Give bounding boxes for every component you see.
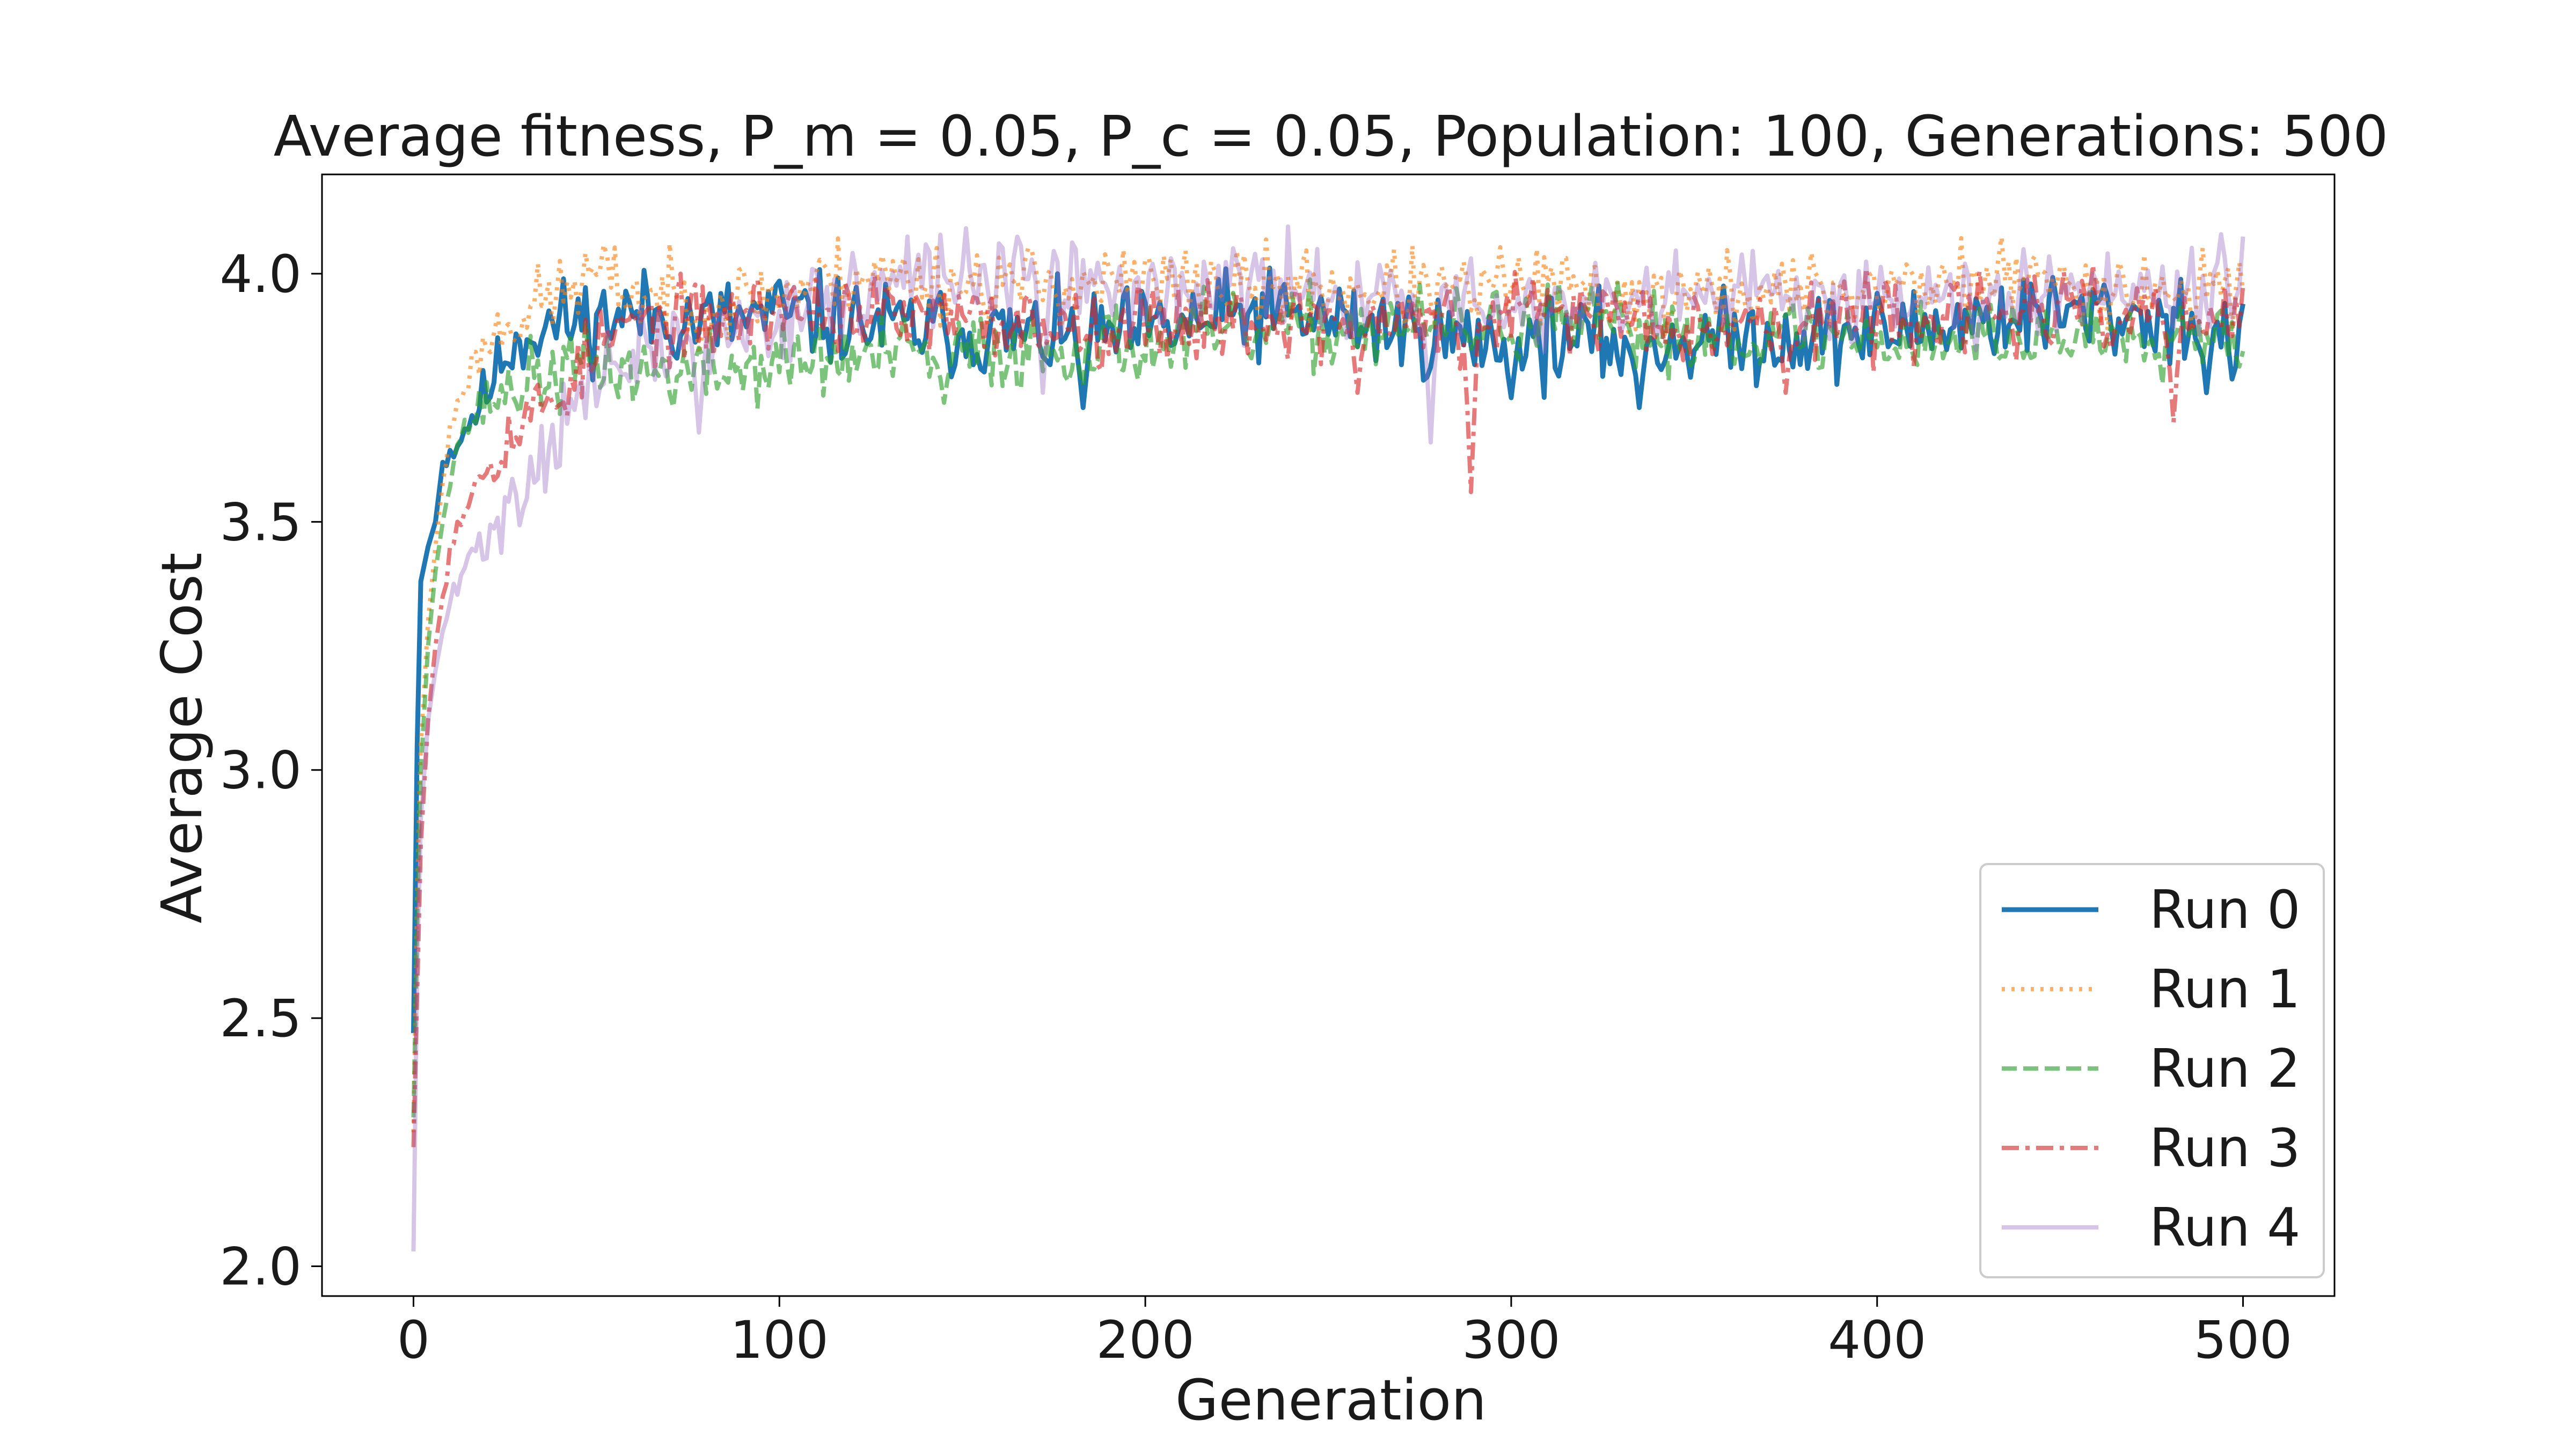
series-line-run-4 [411,224,2245,1252]
x-tick-label: 300 [1462,1310,1560,1370]
ticks-layer: 0 100 200 300 400 500 2.0 2.5 3.0 3.5 4.0 [219,244,2292,1370]
y-axis-label: Average Cost [149,552,215,923]
x-tick-label: 400 [1828,1310,1926,1370]
series-line-run-2 [411,277,2245,1118]
legend-label: Run 4 [2149,1197,2300,1258]
y-tick-label: 3.5 [219,492,302,552]
x-tick-label: 200 [1096,1310,1194,1370]
x-tick-label: 100 [730,1310,829,1370]
legend-label: Run 3 [2149,1118,2300,1179]
y-tick-label: 2.5 [219,989,302,1049]
series-line-run-3 [411,262,2245,1147]
chart-title: Average fitness, P_m = 0.05, P_c = 0.05,… [274,104,2389,169]
legend-label: Run 0 [2149,880,2300,941]
x-axis-label: Generation [1175,1367,1487,1433]
x-tick-label: 0 [397,1310,430,1370]
series-line-run-1 [411,235,2245,1132]
legend-label: Run 1 [2149,959,2300,1020]
y-tick-label: 4.0 [219,244,302,304]
plot-frame [321,173,2336,1297]
y-tick-label: 2.0 [219,1237,302,1297]
legend-label: Run 2 [2149,1038,2300,1100]
x-tick-label: 500 [2194,1310,2292,1370]
series-layer [411,224,2245,1252]
y-tick-label: 3.0 [219,741,302,801]
legend: Run 0 Run 1 Run 2 Run 3 Run 4 [1979,863,2325,1278]
legend-box [1979,863,2325,1278]
